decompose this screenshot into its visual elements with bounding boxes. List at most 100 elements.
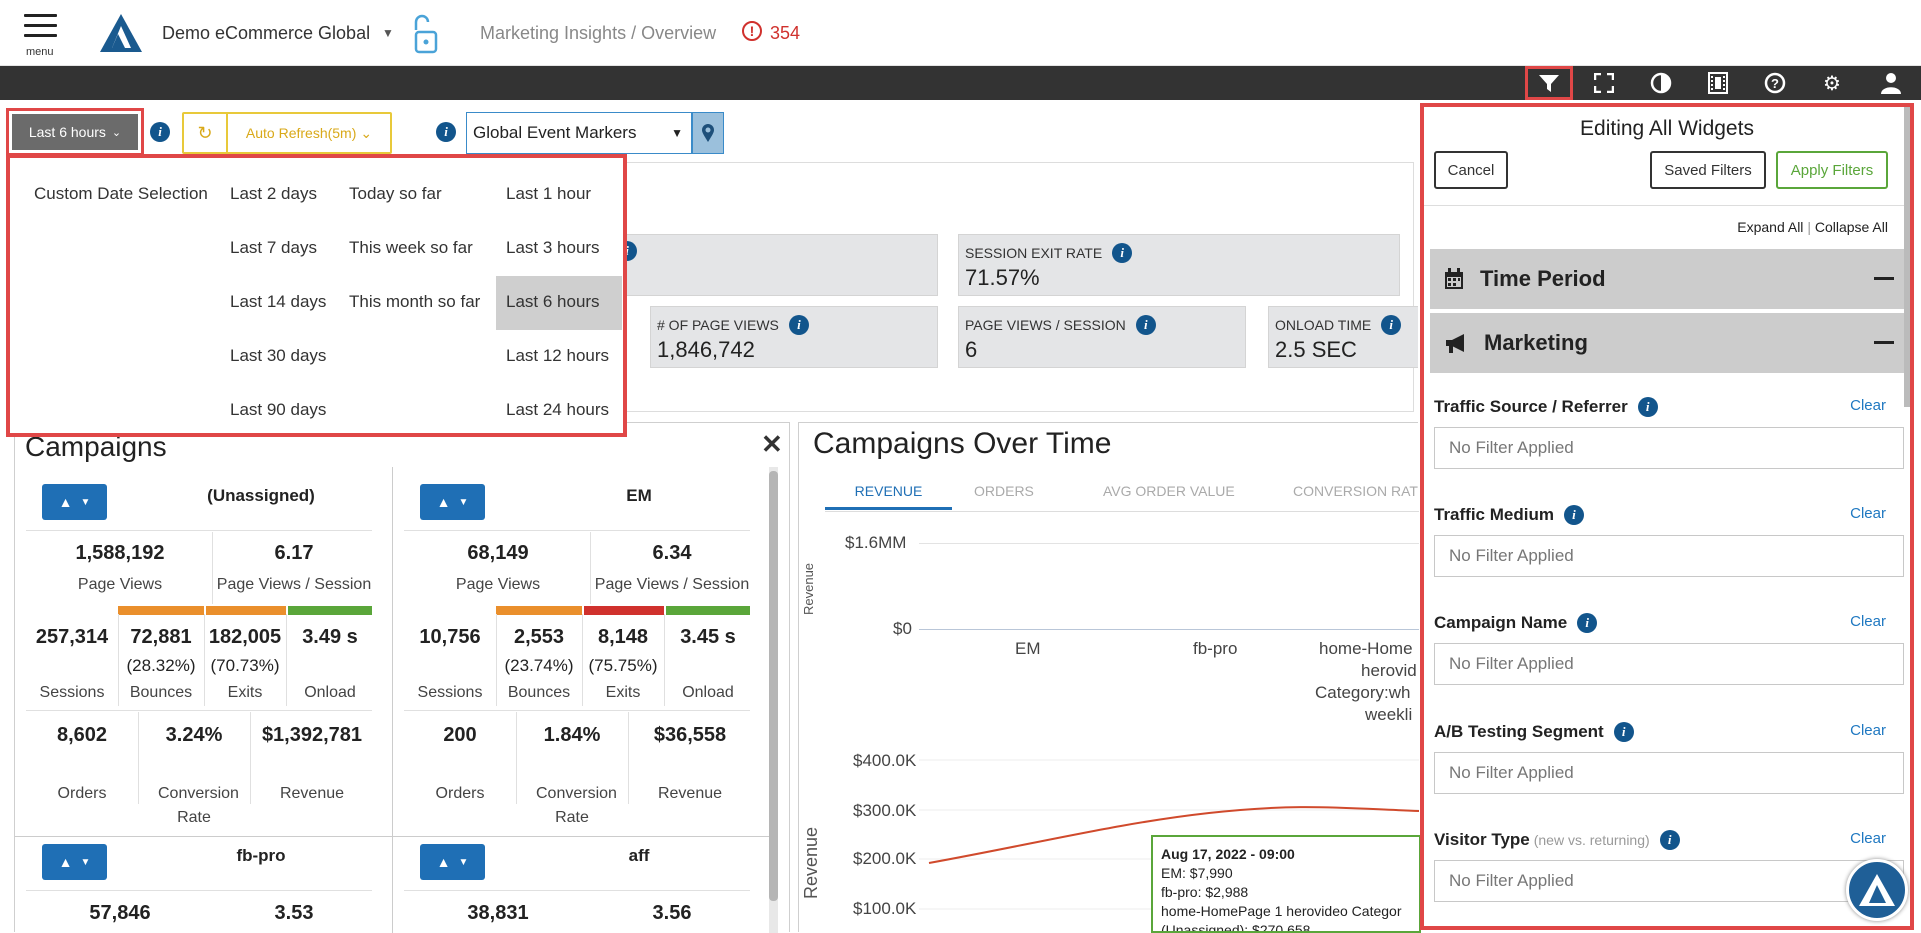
collapse-icon[interactable]	[1874, 341, 1894, 344]
campaign-menu-button[interactable]: ▲ ▼	[420, 844, 485, 880]
alert-icon[interactable]: !	[742, 21, 762, 41]
fullscreen-icon[interactable]	[1585, 66, 1623, 100]
date-option[interactable]: Last 3 hours	[506, 238, 600, 257]
info-icon[interactable]: i	[788, 315, 809, 335]
gridline	[919, 543, 1419, 544]
info-icon[interactable]: i	[1563, 505, 1584, 525]
filter-input[interactable]: No Filter Applied	[1434, 643, 1904, 685]
date-option[interactable]: This month so far	[349, 292, 481, 311]
campaign-menu-button[interactable]: ▲ ▼	[42, 844, 107, 880]
time-range-button[interactable]: Last 6 hours ⌄	[12, 114, 138, 150]
series-line-unassigned	[928, 806, 1419, 864]
date-option[interactable]: Last 24 hours	[506, 400, 610, 419]
info-icon[interactable]: i	[1637, 397, 1658, 417]
campaign-menu-button[interactable]: ▲ ▼	[42, 484, 107, 520]
filter-input[interactable]: No Filter Applied	[1434, 860, 1904, 902]
clear-link[interactable]: Clear	[1850, 397, 1886, 414]
event-markers-select[interactable]: Global Event Markers ▼	[466, 112, 692, 154]
date-option[interactable]: Last 12 hours	[506, 346, 610, 365]
filter-input[interactable]: No Filter Applied	[1434, 752, 1904, 794]
alert-count[interactable]: 354	[770, 23, 801, 43]
status-bar	[118, 606, 204, 615]
metric-title: # OF PAGE VIEWS	[657, 317, 779, 333]
metric-label: Bounces	[129, 684, 193, 701]
cancel-button[interactable]: Cancel	[1434, 151, 1508, 189]
collapse-icon[interactable]	[1874, 277, 1894, 280]
date-option[interactable]: Last 30 days	[230, 346, 327, 365]
scrollbar-track[interactable]	[769, 467, 778, 933]
date-option[interactable]: Last 1 hour	[506, 184, 592, 203]
onload-value: 3.49 s	[302, 626, 358, 648]
expand-all-link[interactable]: Expand All	[1737, 219, 1804, 235]
metric-label: Conversion Rate	[158, 785, 239, 826]
divider	[118, 614, 119, 706]
info-icon[interactable]: i	[150, 122, 170, 142]
date-option[interactable]: This week so far	[349, 238, 473, 257]
org-name[interactable]: Demo eCommerce Global	[162, 23, 371, 43]
info-icon[interactable]: i	[1577, 613, 1598, 633]
date-option[interactable]: Last 7 days	[230, 238, 317, 257]
auto-refresh-button[interactable]: Auto Refresh(5m) ⌄	[228, 114, 390, 152]
date-option[interactable]: Last 90 days	[230, 400, 327, 419]
filter-panel: Editing All Widgets Cancel Saved Filters…	[1420, 103, 1914, 930]
settings-icon[interactable]: ⚙	[1823, 72, 1841, 95]
clear-link[interactable]: Clear	[1850, 505, 1886, 522]
filter-icon[interactable]	[1525, 66, 1573, 100]
info-icon[interactable]: i	[1613, 722, 1634, 742]
date-option-custom[interactable]: Custom Date Selection	[34, 184, 208, 203]
tab-avg-order-value[interactable]: AVG ORDER VALUE	[1103, 483, 1235, 499]
scrollbar-thumb[interactable]	[769, 471, 778, 901]
info-icon[interactable]: i	[1135, 315, 1156, 335]
chevron-down-icon[interactable]: ▼	[382, 26, 394, 40]
metric-value: 6	[965, 337, 978, 362]
map-pin-icon[interactable]	[692, 112, 724, 154]
unlock-icon[interactable]	[414, 12, 438, 56]
tab-revenue[interactable]: REVENUE	[854, 483, 923, 499]
divider	[590, 532, 591, 604]
filter-panel-title: Editing All Widgets	[1580, 117, 1754, 140]
menu-icon[interactable]	[24, 14, 57, 44]
filter-input[interactable]: No Filter Applied	[1434, 535, 1904, 577]
film-icon[interactable]	[1699, 66, 1737, 100]
clear-link[interactable]: Clear	[1850, 722, 1886, 739]
campaign-menu-button[interactable]: ▲ ▼	[420, 484, 485, 520]
tab-conversion-rate[interactable]: CONVERSION RAT	[1293, 483, 1418, 499]
collapse-all-link[interactable]: Collapse All	[1814, 219, 1888, 235]
page-views-value: 1,588,192	[75, 542, 165, 564]
tab-orders[interactable]: ORDERS	[974, 483, 1034, 499]
orders-value: 200	[443, 724, 477, 746]
close-icon[interactable]: ✕	[761, 429, 783, 459]
scrollbar-thumb[interactable]	[1904, 107, 1910, 407]
metric-label: Exits	[227, 684, 263, 701]
auto-refresh-label: Auto Refresh(5m)	[245, 125, 357, 141]
divider	[204, 614, 205, 706]
clear-link[interactable]: Clear	[1850, 613, 1886, 630]
date-option[interactable]: Last 14 days	[230, 292, 327, 311]
saved-filters-button[interactable]: Saved Filters	[1650, 151, 1766, 189]
divider	[392, 467, 393, 933]
section-time-period[interactable]: Time Period	[1430, 249, 1910, 309]
apply-filters-button[interactable]: Apply Filters	[1776, 151, 1888, 189]
date-option[interactable]: Last 2 days	[230, 184, 317, 203]
metric-card-page-views: # OF PAGE VIEWS i 1,846,742	[650, 306, 938, 368]
metric-label: Revenue	[657, 785, 723, 802]
info-icon[interactable]: i	[1659, 830, 1680, 850]
info-icon[interactable]: i	[436, 122, 456, 142]
contrast-icon[interactable]	[1642, 66, 1680, 100]
info-icon[interactable]: i	[1381, 315, 1402, 335]
filter-input[interactable]: No Filter Applied	[1434, 427, 1904, 469]
refresh-icon[interactable]: ↻	[184, 114, 228, 152]
chevron-down-icon: ⌄	[360, 124, 373, 141]
info-icon[interactable]: i	[1112, 243, 1133, 263]
metric-value: 71.57%	[965, 265, 1040, 290]
chat-launcher-button[interactable]	[1846, 859, 1908, 921]
caret-down-icon: ▼	[671, 126, 683, 140]
user-icon[interactable]	[1872, 66, 1910, 100]
divider	[26, 710, 372, 711]
date-option-selected[interactable]: Last 6 hours	[506, 292, 600, 311]
date-option[interactable]: Today so far	[349, 184, 442, 203]
clear-link[interactable]: Clear	[1850, 830, 1886, 847]
help-icon[interactable]: ?	[1756, 66, 1794, 100]
metric-label: Orders	[435, 785, 485, 802]
section-marketing[interactable]: Marketing	[1430, 313, 1910, 373]
